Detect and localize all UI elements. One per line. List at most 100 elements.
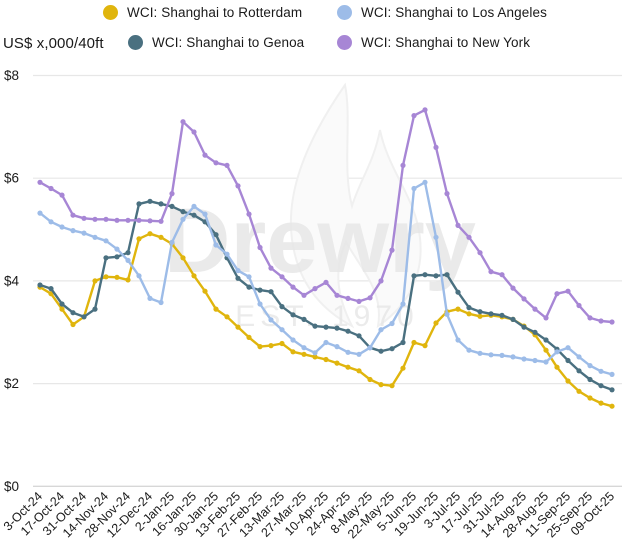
los-angeles-legend-dot-icon bbox=[337, 5, 352, 20]
data-point-genoa bbox=[400, 339, 406, 346]
data-point-new_york bbox=[103, 216, 109, 222]
data-point-los_angeles bbox=[565, 345, 571, 351]
data-point-los_angeles bbox=[323, 339, 329, 346]
data-point-los_angeles bbox=[422, 179, 428, 185]
data-point-rotterdam bbox=[312, 354, 318, 360]
data-point-genoa bbox=[521, 324, 527, 330]
data-point-genoa bbox=[59, 301, 65, 307]
data-point-los_angeles bbox=[455, 337, 461, 343]
data-point-los_angeles bbox=[224, 251, 230, 257]
data-point-new_york bbox=[466, 234, 472, 240]
data-point-genoa bbox=[213, 232, 219, 238]
data-point-rotterdam bbox=[400, 365, 406, 371]
data-point-rotterdam bbox=[433, 320, 439, 326]
data-point-new_york bbox=[290, 284, 296, 290]
data-point-genoa bbox=[323, 324, 329, 330]
data-point-genoa bbox=[510, 316, 516, 322]
data-point-new_york bbox=[147, 218, 153, 224]
data-point-rotterdam bbox=[136, 236, 142, 242]
data-point-rotterdam bbox=[323, 356, 329, 363]
data-point-los_angeles bbox=[70, 228, 76, 234]
data-point-los_angeles bbox=[444, 311, 450, 317]
data-point-los_angeles bbox=[488, 352, 494, 358]
data-point-new_york bbox=[257, 244, 263, 251]
data-point-rotterdam bbox=[345, 364, 351, 370]
data-point-new_york bbox=[81, 215, 87, 221]
data-point-genoa bbox=[48, 286, 54, 292]
data-point-genoa bbox=[114, 254, 120, 260]
data-point-new_york bbox=[378, 278, 384, 284]
data-point-los_angeles bbox=[367, 345, 373, 351]
data-point-los_angeles bbox=[81, 230, 87, 236]
data-point-los_angeles bbox=[235, 268, 241, 274]
data-point-rotterdam bbox=[158, 234, 164, 240]
data-point-genoa bbox=[345, 328, 351, 334]
data-point-new_york bbox=[125, 217, 131, 223]
data-point-new_york bbox=[202, 152, 208, 158]
data-point-new_york bbox=[400, 162, 406, 168]
data-point-genoa bbox=[301, 316, 307, 322]
data-point-genoa bbox=[257, 287, 263, 293]
data-point-new_york bbox=[345, 295, 351, 301]
data-point-rotterdam bbox=[235, 324, 241, 330]
data-point-new_york bbox=[37, 179, 43, 185]
data-point-rotterdam bbox=[103, 274, 109, 280]
data-point-new_york bbox=[246, 211, 252, 217]
y-tick-label: $6 bbox=[4, 171, 19, 186]
data-point-new_york bbox=[224, 162, 230, 168]
data-point-los_angeles bbox=[191, 203, 197, 209]
data-point-genoa bbox=[290, 312, 296, 318]
data-point-genoa bbox=[70, 310, 76, 316]
data-point-new_york bbox=[598, 318, 604, 324]
data-point-new_york bbox=[543, 315, 549, 321]
data-point-new_york bbox=[455, 222, 461, 228]
data-point-los_angeles bbox=[290, 337, 296, 343]
data-point-new_york bbox=[422, 107, 428, 113]
data-point-genoa bbox=[444, 272, 450, 278]
data-point-los_angeles bbox=[576, 354, 582, 360]
data-point-rotterdam bbox=[268, 343, 274, 349]
data-point-new_york bbox=[312, 286, 318, 292]
data-point-genoa bbox=[136, 201, 142, 207]
legend-item-rotterdam: WCI: Shanghai to Rotterdam bbox=[103, 5, 302, 20]
data-point-rotterdam bbox=[70, 321, 76, 328]
data-point-new_york bbox=[268, 265, 274, 271]
data-point-los_angeles bbox=[257, 301, 263, 307]
data-point-new_york bbox=[70, 212, 76, 218]
data-point-los_angeles bbox=[334, 344, 340, 350]
data-point-new_york bbox=[609, 319, 615, 325]
legend-item-genoa: WCI: Shanghai to Genoa bbox=[128, 35, 304, 50]
data-point-new_york bbox=[389, 247, 395, 253]
data-point-genoa bbox=[268, 289, 274, 295]
data-point-los_angeles bbox=[400, 301, 406, 307]
data-point-los_angeles bbox=[169, 239, 175, 245]
data-point-los_angeles bbox=[114, 246, 120, 252]
data-point-los_angeles bbox=[103, 238, 109, 244]
data-point-los_angeles bbox=[92, 234, 98, 240]
data-point-new_york bbox=[279, 274, 285, 280]
data-point-genoa bbox=[37, 282, 43, 288]
data-point-new_york bbox=[521, 296, 527, 302]
data-point-los_angeles bbox=[268, 317, 274, 323]
data-point-genoa bbox=[279, 304, 285, 310]
data-point-los_angeles bbox=[554, 349, 560, 355]
data-point-genoa bbox=[389, 346, 395, 352]
data-point-genoa bbox=[598, 383, 604, 389]
data-point-rotterdam bbox=[180, 255, 186, 261]
data-point-genoa bbox=[125, 250, 131, 256]
data-point-rotterdam bbox=[191, 273, 197, 279]
data-point-rotterdam bbox=[257, 344, 263, 350]
y-tick-label: $4 bbox=[4, 273, 20, 288]
data-point-los_angeles bbox=[312, 350, 318, 356]
data-point-los_angeles bbox=[466, 347, 472, 353]
data-point-new_york bbox=[433, 144, 439, 150]
data-point-los_angeles bbox=[345, 349, 351, 355]
data-point-new_york bbox=[411, 113, 417, 119]
data-point-rotterdam bbox=[301, 351, 307, 357]
data-point-new_york bbox=[158, 218, 164, 224]
data-point-new_york bbox=[587, 315, 593, 321]
data-point-los_angeles bbox=[521, 356, 527, 362]
data-point-rotterdam bbox=[389, 383, 395, 389]
data-point-genoa bbox=[422, 272, 428, 278]
data-point-new_york bbox=[114, 217, 120, 223]
